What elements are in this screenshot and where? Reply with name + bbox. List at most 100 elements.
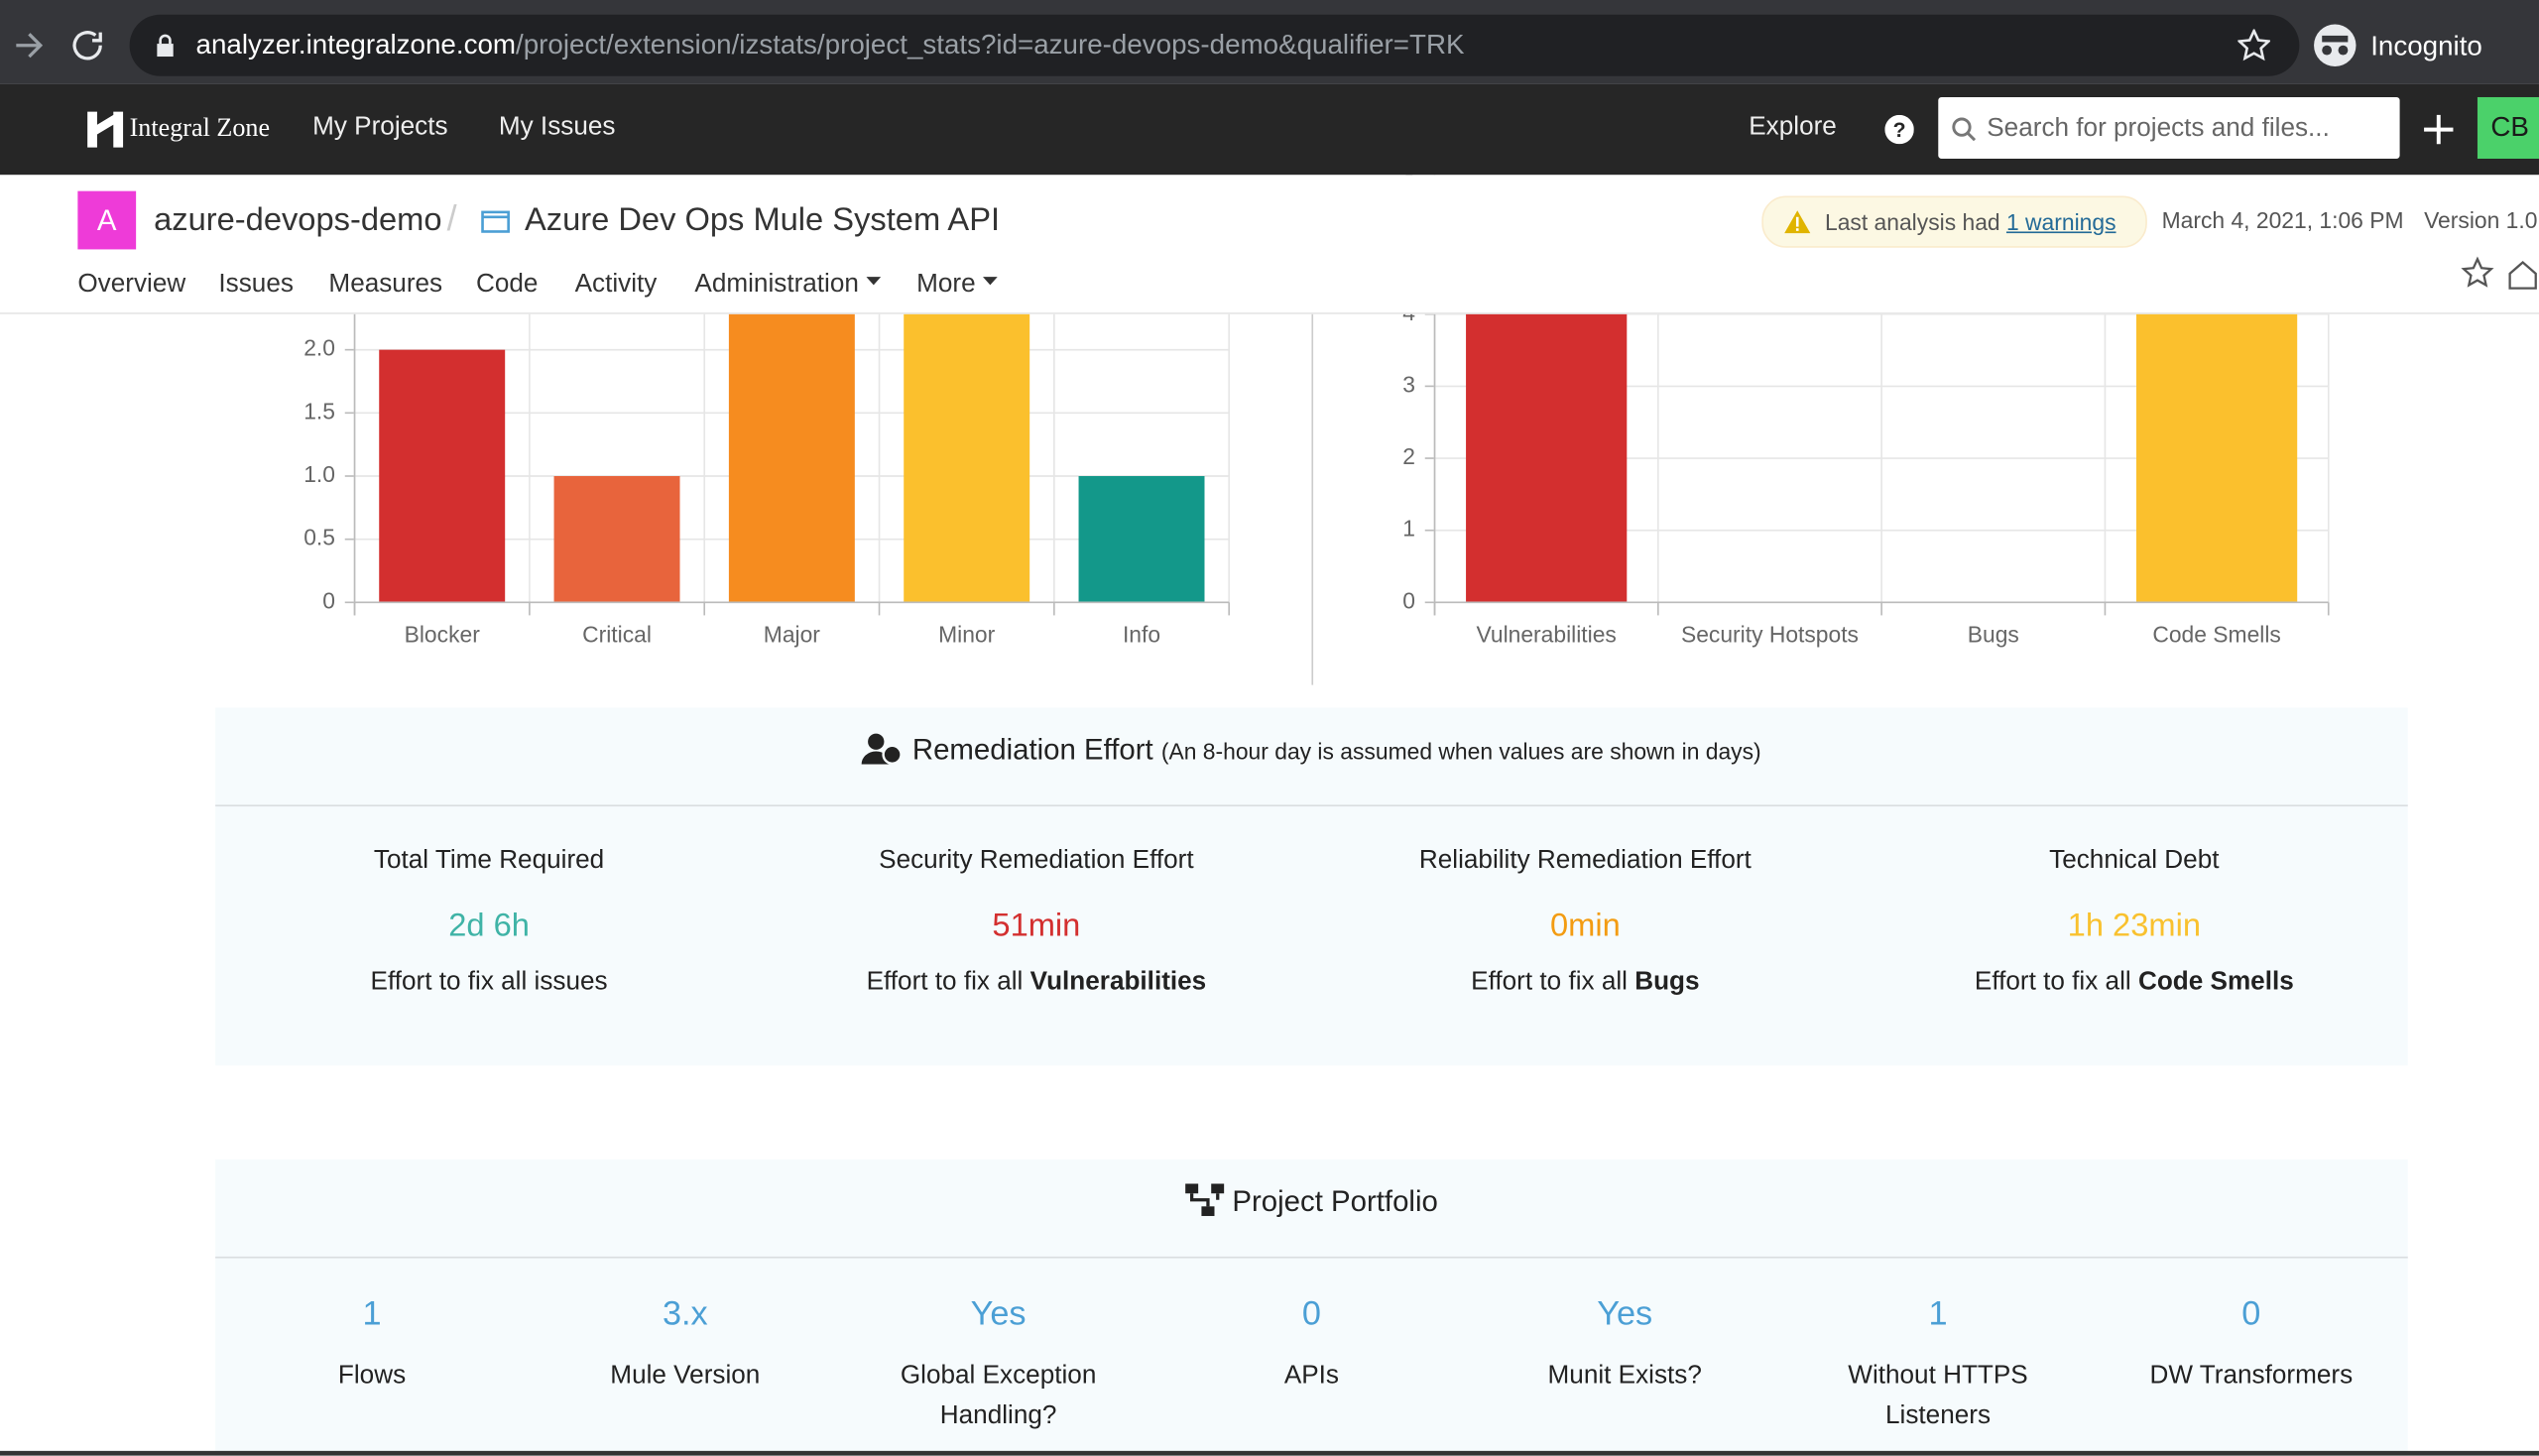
header-icons[interactable] [2460, 256, 2539, 292]
help-icon[interactable]: ? [1884, 114, 1914, 145]
project-tab[interactable]: Measures [328, 270, 443, 299]
user-avatar[interactable]: CB [2477, 96, 2539, 159]
x-tick-label: Code Smells [2152, 622, 2281, 648]
description-text: Effort to fix all [866, 968, 1024, 997]
remediation-item: Technical Debt 1h 23min Effort to fix all … [1861, 847, 2408, 998]
nav-link[interactable]: My Projects [312, 113, 448, 142]
item-value: 3.x [662, 1295, 708, 1333]
description-strong: Bugs [1634, 968, 1700, 997]
portfolio-item: 0 DW Transformers [2095, 1295, 2408, 1395]
y-tick-label: 2 [1402, 443, 1415, 469]
bookmark-star[interactable] [2237, 29, 2270, 61]
item-value: Yes [970, 1295, 1027, 1333]
project-avatar: A [77, 190, 137, 250]
y-tick-label: 0 [1402, 587, 1415, 613]
y-tick-label: 3 [1402, 371, 1415, 397]
portfolio-item: Yes Munit Exists? [1468, 1295, 1781, 1395]
description-text: Effort to fix all issues [370, 968, 608, 997]
portfolio-item: 1 Without HTTPS Listeners [1781, 1295, 2095, 1436]
charts: 00.51.01.52.02.53.0BlockerCriticalMajorM… [303, 155, 2330, 648]
y-tick-label: 0.5 [303, 525, 335, 550]
incognito-icon [2314, 24, 2357, 66]
project-icon [481, 210, 510, 233]
item-value: Yes [1597, 1295, 1653, 1333]
item-value: 2d 6h [448, 908, 530, 944]
item-description: Effort to fix all Code Smells [1861, 968, 2408, 997]
portfolio-item: 1 Flows [215, 1295, 529, 1395]
portfolio-item: 0 APIs [1155, 1295, 1469, 1395]
item-value: 0 [2241, 1295, 2261, 1333]
remediation-item: Security Remediation Effort 51min Effort t… [763, 847, 1310, 998]
remediation-panel: Remediation Effort (An 8-hour day is ass… [215, 707, 2408, 1066]
browser-toolbar: analyzer.integralzone.com/project/extens… [0, 0, 2539, 84]
item-label: Total Time Required [373, 846, 605, 875]
x-tick-label: Info [1123, 622, 1160, 648]
item-value: 1 [362, 1295, 382, 1333]
bar [553, 475, 680, 603]
portfolio-item: Yes Global Exception Handling? [842, 1295, 1155, 1436]
item-label: Reliability Remediation Effort [1418, 846, 1752, 875]
url-path: /project/extension/izstats/project_stats… [516, 29, 1465, 61]
bar [1078, 475, 1205, 603]
brand-logo [87, 111, 124, 148]
add-button[interactable] [2422, 113, 2455, 146]
remediation-item: Reliability Remediation Effort 0min Effort… [1311, 847, 1859, 998]
analysis-date: March 4, 2021, 1:06 PM [2161, 206, 2404, 234]
description-text: Effort to fix all [1974, 968, 2131, 997]
users-icon [862, 733, 904, 766]
portfolio-item: 3.x Mule Version [529, 1295, 842, 1395]
nav-link[interactable]: My Issues [498, 113, 616, 142]
y-tick-label: 1.5 [303, 398, 335, 424]
warning-icon [1784, 210, 1811, 234]
portfolio-title: Project Portfolio [1232, 1185, 1438, 1218]
description-strong: Vulnerabilities [1029, 968, 1207, 997]
x-tick-label: Minor [938, 622, 996, 648]
x-tick-label: Critical [582, 622, 652, 648]
description-text: Effort to fix all [1471, 968, 1628, 997]
remediation-title: Remediation Effort [911, 733, 1153, 767]
remediation-note: (An 8-hour day is assumed when values ar… [1160, 738, 1761, 765]
item-value: 0min [1549, 908, 1621, 944]
item-label: Mule Version [610, 1362, 761, 1390]
warning-link[interactable]: 1 warnings [2005, 208, 2116, 235]
project-name[interactable]: Azure Dev Ops Mule System API [524, 202, 1001, 238]
project-tab[interactable]: Overview [77, 270, 186, 299]
profile-label: Incognito [2370, 31, 2482, 62]
svg-text:?: ? [1893, 119, 1906, 142]
divider [215, 1256, 2408, 1259]
warning-badge: Last analysis had 1 warnings [1761, 195, 2147, 248]
search-box[interactable]: Search for projects and files... [1938, 96, 2400, 159]
remediation-item: Total Time Required 2d 6h Effort to fix al… [215, 847, 763, 998]
sitemap-icon [1185, 1183, 1225, 1217]
item-label: APIs [1283, 1362, 1339, 1390]
x-tick-label: Major [764, 622, 821, 648]
project-tab[interactable]: Issues [218, 270, 294, 299]
y-tick-label: 1.0 [303, 461, 335, 487]
chart-divider [1311, 312, 1314, 685]
y-tick-label: 1 [1402, 516, 1415, 542]
url-host: analyzer.integralzone.com [195, 29, 517, 61]
brand-name[interactable]: Integral Zone [129, 114, 271, 143]
separator: / [446, 197, 457, 238]
nav-buttons[interactable] [10, 26, 107, 64]
item-value: 0 [1301, 1295, 1321, 1333]
description-strong: Code Smells [2137, 968, 2294, 997]
address-bar[interactable]: analyzer.integralzone.com/project/extens… [129, 14, 2300, 76]
item-label: Without HTTPS Listeners [1848, 1362, 2028, 1430]
url: analyzer.integralzone.com/project/extens… [196, 29, 1465, 61]
item-value: 51min [992, 908, 1081, 944]
bottom-edge [0, 1450, 2539, 1456]
org-link[interactable]: azure-devops-demo [154, 202, 442, 238]
search-icon [1952, 117, 1977, 142]
item-label: Technical Debt [2049, 846, 2220, 875]
project-tab[interactable]: Code [475, 270, 539, 299]
project-tab[interactable]: Administration [694, 271, 885, 300]
x-tick-label: Bugs [1968, 622, 2019, 648]
dropdown-caret [867, 277, 882, 286]
explore-link[interactable]: Explore [1749, 113, 1837, 142]
project-header: A azure-devops-demo / Azure Dev Ops Mule… [0, 175, 2539, 314]
item-label: Security Remediation Effort [879, 846, 1194, 875]
project-tab[interactable]: Activity [574, 270, 658, 299]
project-tab[interactable]: More [916, 271, 1002, 300]
